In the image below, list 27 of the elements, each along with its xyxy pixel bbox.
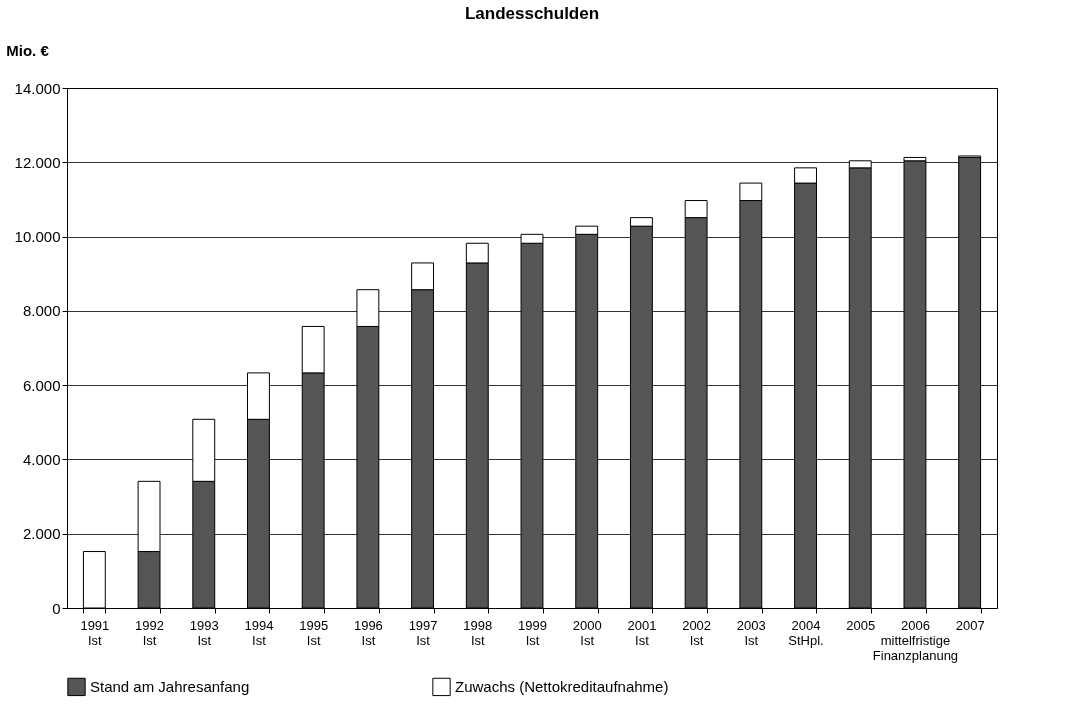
x-tick-label: 1991 Ist bbox=[80, 617, 110, 648]
legend-label: Zuwachs (Nettokreditaufnahme) bbox=[455, 677, 669, 695]
y-axis-title: Mio. € bbox=[6, 41, 50, 59]
x-tick-label: 1995 Ist bbox=[299, 617, 329, 648]
y-tick-label: 10.000 bbox=[14, 228, 61, 246]
x-tick-label: 1999 Ist bbox=[518, 617, 547, 648]
x-tick-label: 1996 Ist bbox=[353, 617, 383, 648]
x-tick-label: 2001 Ist bbox=[627, 617, 657, 648]
x-tick-label: 2004 StHpl. bbox=[788, 617, 824, 648]
y-tick-label: 2.000 bbox=[22, 525, 61, 543]
y-tick-label: 8.000 bbox=[22, 302, 61, 320]
x-tick-label: 1993 Ist bbox=[189, 617, 219, 648]
x-tick-label: 2000 Ist bbox=[572, 617, 602, 648]
x-tick-label: 1994 Ist bbox=[244, 617, 274, 648]
x-tick-label: 1992 Ist bbox=[135, 617, 165, 648]
chart-title: Landesschulden bbox=[464, 4, 600, 23]
y-tick-label: 14.000 bbox=[14, 79, 61, 97]
y-tick-label: 4.000 bbox=[22, 450, 61, 468]
x-tick-label: 1997 Ist bbox=[408, 617, 438, 648]
y-tick-label: 12.000 bbox=[14, 153, 61, 171]
x-tick-label: 2002 Ist bbox=[682, 617, 712, 648]
y-tick-label: 6.000 bbox=[22, 376, 61, 394]
x-tick-label: 2007 bbox=[955, 617, 985, 633]
x-tick-label: 1998 Ist bbox=[463, 617, 493, 648]
y-tick-label: 0 bbox=[52, 599, 61, 617]
legend-label: Stand am Jahresanfang bbox=[90, 677, 250, 695]
x-tick-label: 2003 Ist bbox=[736, 617, 766, 648]
